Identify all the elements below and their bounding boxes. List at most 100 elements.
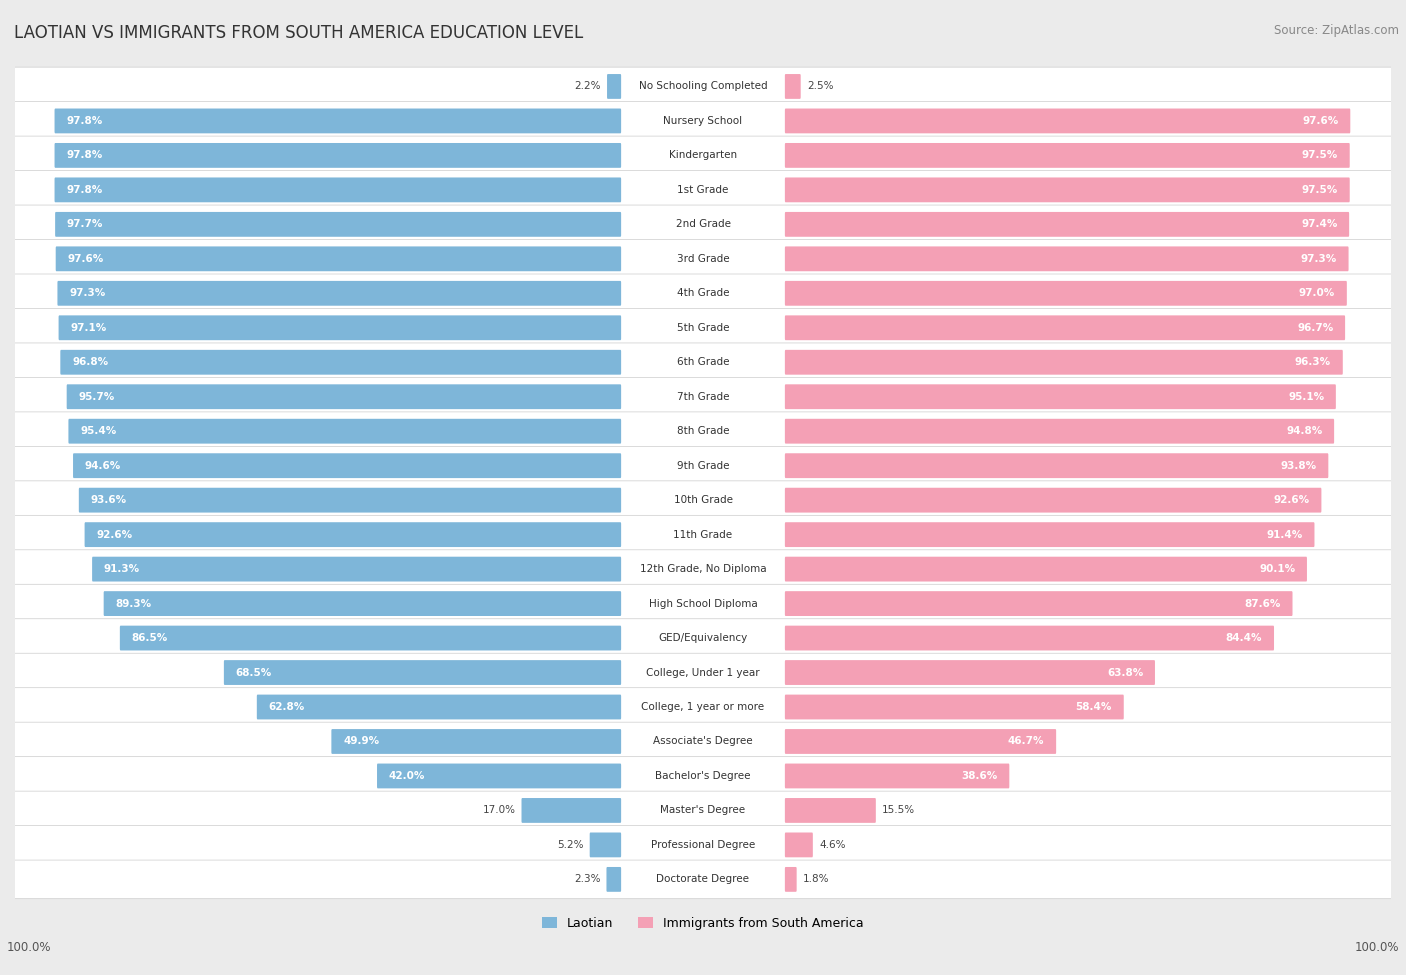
Text: 68.5%: 68.5% — [236, 668, 271, 678]
Text: 96.7%: 96.7% — [1298, 323, 1333, 332]
FancyBboxPatch shape — [589, 833, 621, 857]
Text: GED/Equivalency: GED/Equivalency — [658, 633, 748, 644]
Text: 94.8%: 94.8% — [1286, 426, 1323, 436]
FancyBboxPatch shape — [14, 757, 1392, 796]
Text: Bachelor's Degree: Bachelor's Degree — [655, 771, 751, 781]
Text: 97.5%: 97.5% — [1302, 150, 1339, 161]
FancyBboxPatch shape — [785, 523, 1315, 547]
FancyBboxPatch shape — [606, 867, 621, 892]
FancyBboxPatch shape — [69, 419, 621, 444]
FancyBboxPatch shape — [14, 584, 1392, 623]
FancyBboxPatch shape — [785, 798, 876, 823]
FancyBboxPatch shape — [73, 453, 621, 478]
FancyBboxPatch shape — [785, 694, 1123, 720]
Text: LAOTIAN VS IMMIGRANTS FROM SOUTH AMERICA EDUCATION LEVEL: LAOTIAN VS IMMIGRANTS FROM SOUTH AMERICA… — [14, 24, 583, 42]
Text: 96.8%: 96.8% — [72, 357, 108, 368]
Text: 97.0%: 97.0% — [1299, 289, 1336, 298]
Text: 97.3%: 97.3% — [69, 289, 105, 298]
Text: High School Diploma: High School Diploma — [648, 599, 758, 608]
Text: 97.4%: 97.4% — [1301, 219, 1337, 229]
Text: 63.8%: 63.8% — [1107, 668, 1143, 678]
FancyBboxPatch shape — [785, 108, 1350, 134]
FancyBboxPatch shape — [224, 660, 621, 685]
FancyBboxPatch shape — [55, 143, 621, 168]
FancyBboxPatch shape — [14, 343, 1392, 381]
Text: 10th Grade: 10th Grade — [673, 495, 733, 505]
FancyBboxPatch shape — [785, 488, 1322, 513]
FancyBboxPatch shape — [785, 177, 1350, 202]
Text: 94.6%: 94.6% — [84, 460, 121, 471]
Text: 91.3%: 91.3% — [104, 565, 141, 574]
FancyBboxPatch shape — [785, 74, 800, 98]
Text: 97.8%: 97.8% — [66, 185, 103, 195]
Text: 97.8%: 97.8% — [66, 116, 103, 126]
Text: College, Under 1 year: College, Under 1 year — [647, 668, 759, 678]
Text: 5.2%: 5.2% — [557, 839, 583, 850]
FancyBboxPatch shape — [785, 281, 1347, 306]
Text: 2.3%: 2.3% — [574, 875, 600, 884]
FancyBboxPatch shape — [14, 67, 1392, 105]
FancyBboxPatch shape — [785, 315, 1346, 340]
Text: 97.7%: 97.7% — [67, 219, 103, 229]
FancyBboxPatch shape — [60, 350, 621, 374]
Text: 97.8%: 97.8% — [66, 150, 103, 161]
FancyBboxPatch shape — [377, 763, 621, 789]
Text: Doctorate Degree: Doctorate Degree — [657, 875, 749, 884]
Text: College, 1 year or more: College, 1 year or more — [641, 702, 765, 712]
FancyBboxPatch shape — [120, 626, 621, 650]
FancyBboxPatch shape — [14, 860, 1392, 899]
Legend: Laotian, Immigrants from South America: Laotian, Immigrants from South America — [537, 912, 869, 935]
FancyBboxPatch shape — [785, 419, 1334, 444]
Text: 8th Grade: 8th Grade — [676, 426, 730, 436]
Text: 46.7%: 46.7% — [1008, 736, 1045, 747]
FancyBboxPatch shape — [104, 591, 621, 616]
Text: 9th Grade: 9th Grade — [676, 460, 730, 471]
FancyBboxPatch shape — [785, 867, 797, 892]
Text: 58.4%: 58.4% — [1076, 702, 1112, 712]
FancyBboxPatch shape — [56, 247, 621, 271]
FancyBboxPatch shape — [14, 687, 1392, 726]
FancyBboxPatch shape — [14, 274, 1392, 313]
Text: 97.1%: 97.1% — [70, 323, 107, 332]
Text: 93.6%: 93.6% — [90, 495, 127, 505]
Text: Nursery School: Nursery School — [664, 116, 742, 126]
Text: 11th Grade: 11th Grade — [673, 529, 733, 539]
FancyBboxPatch shape — [79, 488, 621, 513]
FancyBboxPatch shape — [785, 350, 1343, 374]
Text: Source: ZipAtlas.com: Source: ZipAtlas.com — [1274, 24, 1399, 37]
Text: 87.6%: 87.6% — [1244, 599, 1281, 608]
FancyBboxPatch shape — [55, 177, 621, 202]
Text: 42.0%: 42.0% — [388, 771, 425, 781]
FancyBboxPatch shape — [14, 308, 1392, 347]
FancyBboxPatch shape — [14, 205, 1392, 244]
Text: Kindergarten: Kindergarten — [669, 150, 737, 161]
Text: 92.6%: 92.6% — [1274, 495, 1310, 505]
FancyBboxPatch shape — [785, 763, 1010, 789]
Text: 100.0%: 100.0% — [7, 941, 52, 954]
FancyBboxPatch shape — [785, 384, 1336, 410]
FancyBboxPatch shape — [785, 143, 1350, 168]
Text: 91.4%: 91.4% — [1267, 529, 1303, 539]
Text: 89.3%: 89.3% — [115, 599, 152, 608]
Text: Associate's Degree: Associate's Degree — [654, 736, 752, 747]
Text: 3rd Grade: 3rd Grade — [676, 254, 730, 264]
Text: 2.5%: 2.5% — [807, 82, 834, 92]
FancyBboxPatch shape — [14, 722, 1392, 760]
Text: 38.6%: 38.6% — [962, 771, 998, 781]
FancyBboxPatch shape — [14, 171, 1392, 210]
Text: Professional Degree: Professional Degree — [651, 839, 755, 850]
FancyBboxPatch shape — [55, 108, 621, 134]
FancyBboxPatch shape — [14, 619, 1392, 657]
Text: 7th Grade: 7th Grade — [676, 392, 730, 402]
Text: 97.6%: 97.6% — [67, 254, 104, 264]
FancyBboxPatch shape — [785, 729, 1056, 754]
Text: 49.9%: 49.9% — [343, 736, 380, 747]
FancyBboxPatch shape — [785, 626, 1274, 650]
FancyBboxPatch shape — [332, 729, 621, 754]
Text: 100.0%: 100.0% — [1354, 941, 1399, 954]
FancyBboxPatch shape — [14, 653, 1392, 692]
FancyBboxPatch shape — [93, 557, 621, 581]
FancyBboxPatch shape — [785, 833, 813, 857]
FancyBboxPatch shape — [607, 74, 621, 98]
FancyBboxPatch shape — [14, 791, 1392, 830]
